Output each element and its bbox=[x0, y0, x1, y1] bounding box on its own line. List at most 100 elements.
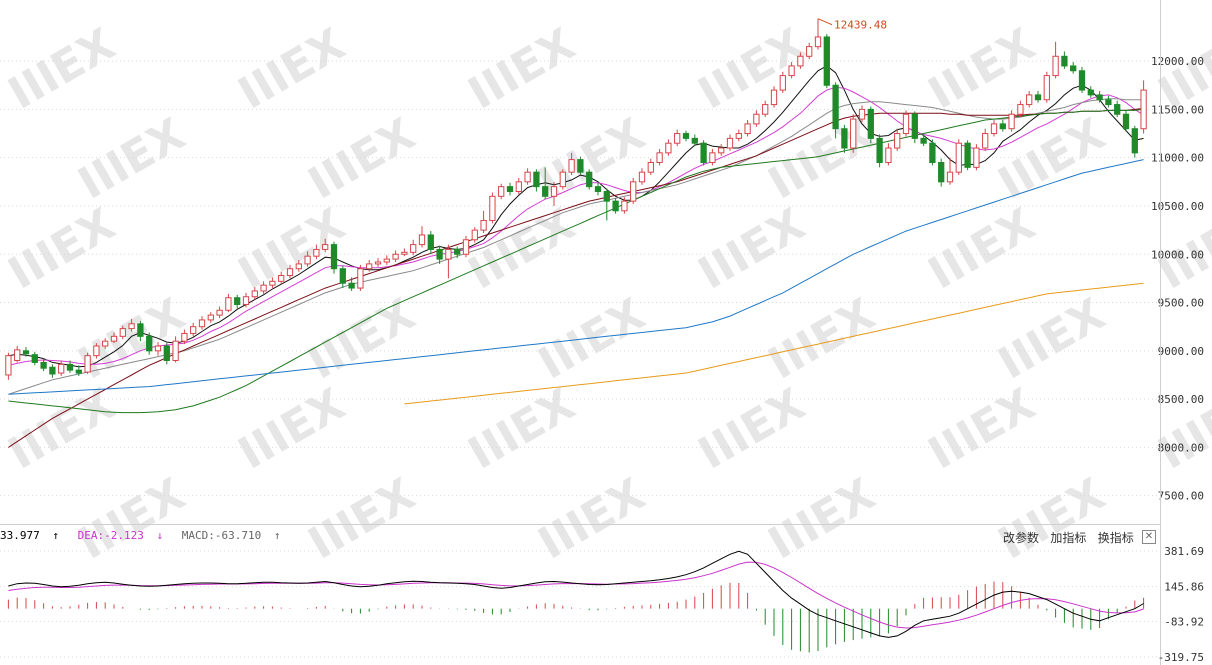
candle[interactable] bbox=[489, 192, 496, 224]
candle[interactable] bbox=[990, 120, 998, 137]
candle[interactable] bbox=[278, 271, 285, 285]
candle[interactable] bbox=[938, 158, 945, 187]
candle[interactable] bbox=[374, 258, 382, 267]
candle[interactable] bbox=[1052, 41, 1059, 79]
candle[interactable] bbox=[304, 251, 311, 267]
candle[interactable] bbox=[1140, 80, 1147, 134]
candle[interactable] bbox=[999, 120, 1006, 132]
candle[interactable] bbox=[902, 110, 910, 137]
candle[interactable] bbox=[119, 325, 126, 340]
candle[interactable] bbox=[410, 239, 417, 256]
candle[interactable] bbox=[14, 346, 21, 363]
candle[interactable] bbox=[40, 358, 47, 372]
candle[interactable] bbox=[330, 241, 338, 274]
candle[interactable] bbox=[638, 168, 646, 185]
candlesticks[interactable] bbox=[5, 18, 1147, 380]
candle[interactable] bbox=[586, 169, 593, 190]
change-params-button[interactable]: 改参数 bbox=[1003, 531, 1040, 545]
candle[interactable] bbox=[753, 110, 760, 127]
candle[interactable] bbox=[216, 306, 223, 318]
candle[interactable] bbox=[392, 250, 399, 262]
candle[interactable] bbox=[850, 114, 857, 153]
candle[interactable] bbox=[198, 316, 206, 330]
candle[interactable] bbox=[1087, 86, 1094, 98]
candle[interactable] bbox=[427, 231, 434, 255]
candle[interactable] bbox=[322, 238, 329, 253]
candle[interactable] bbox=[260, 281, 267, 294]
candle[interactable] bbox=[471, 227, 478, 243]
candle[interactable] bbox=[401, 248, 408, 257]
candle[interactable] bbox=[691, 134, 698, 147]
candle[interactable] bbox=[1043, 71, 1050, 103]
candle[interactable] bbox=[181, 329, 188, 345]
candle[interactable] bbox=[524, 168, 531, 185]
candle[interactable] bbox=[700, 140, 707, 166]
candle[interactable] bbox=[779, 71, 786, 93]
candle[interactable] bbox=[718, 144, 725, 156]
candle[interactable] bbox=[1096, 91, 1103, 103]
candle[interactable] bbox=[269, 277, 276, 289]
candle[interactable] bbox=[84, 352, 91, 375]
candle[interactable] bbox=[770, 86, 778, 108]
candle[interactable] bbox=[66, 360, 74, 374]
candle[interactable] bbox=[1122, 110, 1130, 132]
candle[interactable] bbox=[506, 182, 514, 196]
candle[interactable] bbox=[823, 34, 830, 89]
candle[interactable] bbox=[982, 128, 989, 151]
candle[interactable] bbox=[726, 134, 734, 151]
candle[interactable] bbox=[128, 318, 135, 332]
candle[interactable] bbox=[594, 182, 602, 196]
candle[interactable] bbox=[418, 226, 426, 248]
candle[interactable] bbox=[102, 338, 109, 349]
candle[interactable] bbox=[1061, 51, 1068, 69]
candle[interactable] bbox=[207, 312, 214, 323]
candle[interactable] bbox=[366, 260, 373, 272]
candle[interactable] bbox=[1008, 110, 1015, 132]
candle[interactable] bbox=[462, 235, 470, 258]
candle[interactable] bbox=[251, 287, 258, 300]
candle[interactable] bbox=[577, 156, 584, 176]
candle[interactable] bbox=[49, 364, 56, 378]
candle[interactable] bbox=[295, 260, 302, 272]
candle[interactable] bbox=[858, 105, 866, 122]
candle[interactable] bbox=[1078, 66, 1086, 93]
candle[interactable] bbox=[242, 292, 250, 308]
candle[interactable] bbox=[964, 140, 971, 171]
candle[interactable] bbox=[674, 129, 681, 147]
candle[interactable] bbox=[603, 188, 610, 221]
candle[interactable] bbox=[348, 277, 355, 291]
candle[interactable] bbox=[542, 167, 549, 200]
candle[interactable] bbox=[75, 365, 82, 376]
candle[interactable] bbox=[383, 255, 390, 265]
candle[interactable] bbox=[515, 177, 522, 195]
candle[interactable] bbox=[612, 198, 619, 214]
candle[interactable] bbox=[867, 106, 874, 144]
candle[interactable] bbox=[656, 148, 663, 166]
candle[interactable] bbox=[22, 346, 30, 357]
candle[interactable] bbox=[788, 62, 795, 79]
candle[interactable] bbox=[744, 120, 751, 137]
candle[interactable] bbox=[920, 134, 927, 147]
add-indicator-button[interactable]: 加指标 bbox=[1050, 531, 1087, 545]
candle[interactable] bbox=[762, 100, 769, 118]
candle[interactable] bbox=[313, 244, 320, 260]
candle[interactable] bbox=[498, 183, 505, 200]
candle[interactable] bbox=[894, 128, 901, 151]
candle[interactable] bbox=[885, 143, 892, 166]
candle[interactable] bbox=[841, 124, 848, 153]
candle[interactable] bbox=[709, 148, 716, 166]
candle[interactable] bbox=[1105, 95, 1112, 108]
candle[interactable] bbox=[163, 343, 170, 365]
candle[interactable] bbox=[665, 139, 672, 156]
candle[interactable] bbox=[234, 294, 241, 309]
candle[interactable] bbox=[339, 265, 346, 289]
candle[interactable] bbox=[110, 332, 118, 344]
candle[interactable] bbox=[190, 322, 197, 337]
candle[interactable] bbox=[929, 139, 936, 166]
candle[interactable] bbox=[735, 129, 742, 142]
candle[interactable] bbox=[454, 246, 461, 259]
candle[interactable] bbox=[172, 336, 179, 363]
candle[interactable] bbox=[146, 332, 153, 355]
candle[interactable] bbox=[621, 197, 628, 214]
